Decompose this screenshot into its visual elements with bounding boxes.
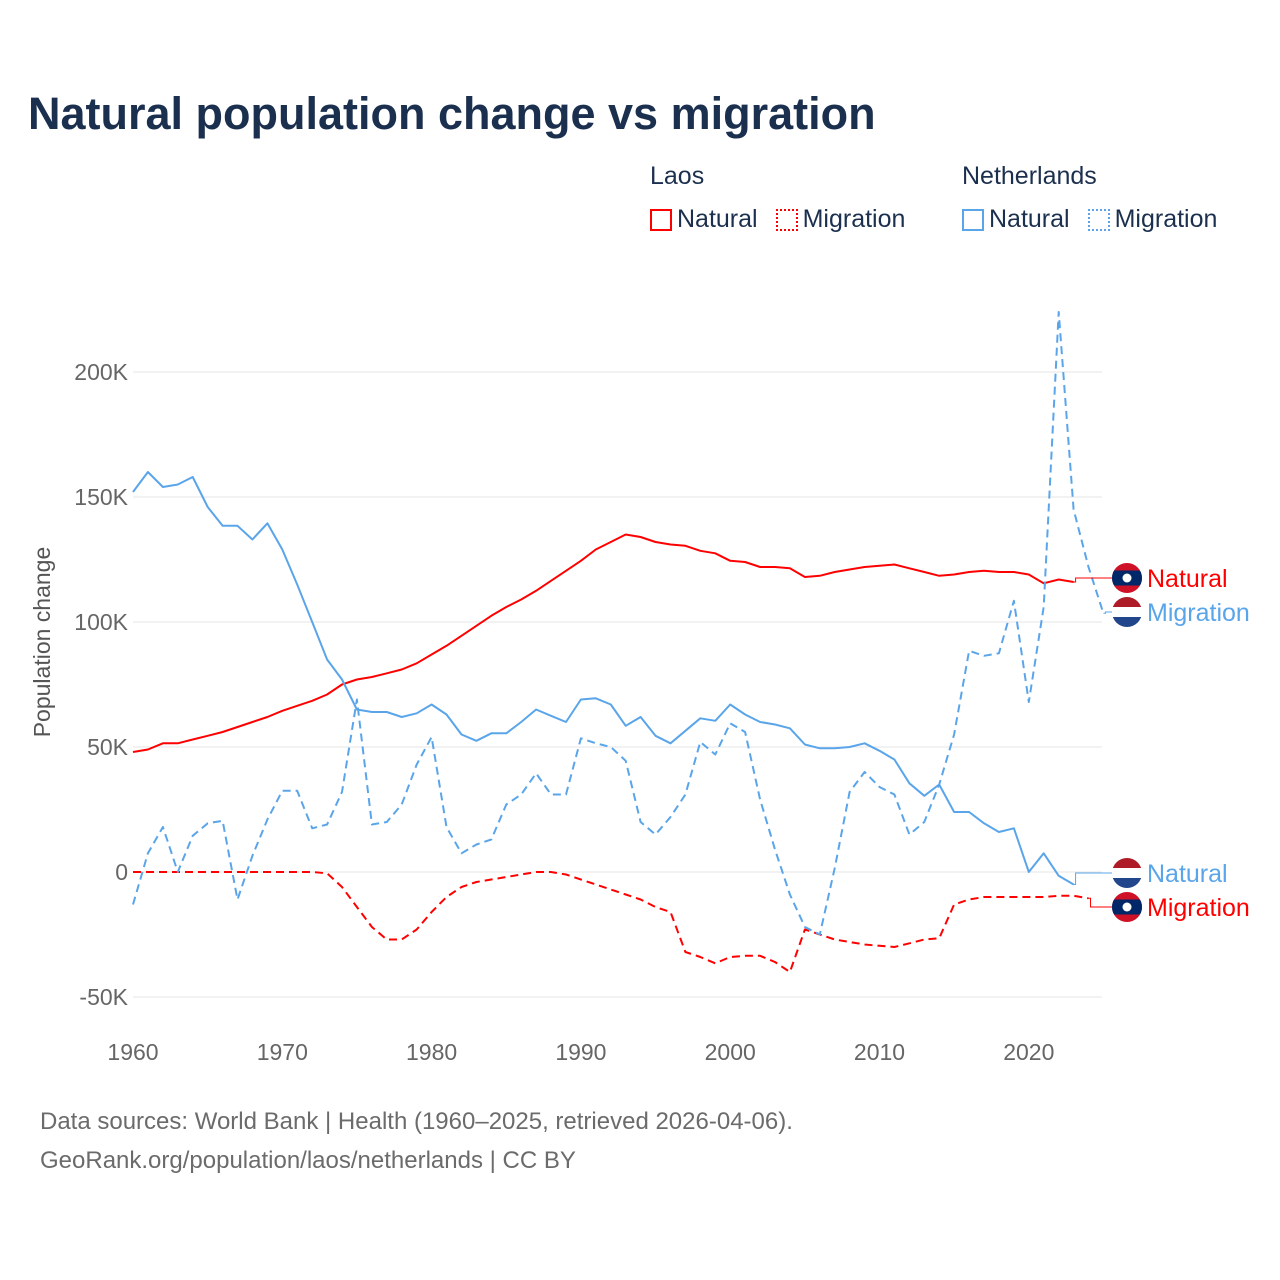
flag-stripe [1112,858,1142,868]
series-line-netherlands-natural [132,471,1075,886]
series-line-laos-natural [132,533,1074,753]
series-end-label: Migration [1147,894,1250,922]
y-tick-label: 150K [74,484,128,510]
dotted-swatch-icon [1087,208,1110,231]
netherlands-flag-icon [1112,858,1142,888]
x-tick-label: 1970 [257,1039,308,1065]
legend-group-title: Netherlands [962,162,1097,190]
legend-label: Natural [989,205,1070,233]
label-connector [1103,611,1112,614]
x-tick-label: 1990 [555,1039,606,1065]
series-end-label: Natural [1147,860,1228,888]
label-connector [1088,897,1112,908]
legend-label: Migration [1114,205,1218,233]
flag-stripe [1112,597,1142,607]
y-tick-label: 100K [74,609,128,635]
x-tick-label: 2010 [854,1039,905,1065]
dotted-swatch-icon [775,208,798,231]
chart-title: Natural population change vs migration [28,88,876,139]
legend-item-laos-migration[interactable]: Migration [775,205,906,234]
series-end-label: Natural [1147,565,1228,593]
flag-stripe [1112,607,1142,617]
series-line-laos-migration [133,871,1089,973]
legend-label: Natural [677,205,758,233]
legend-item-netherlands-migration[interactable]: Migration [1087,205,1218,234]
flag-disc [1122,573,1132,583]
flag-stripe [1112,617,1142,627]
laos-flag-icon [1112,563,1142,593]
flag-stripe [1112,878,1142,888]
y-axis-label: Population change [29,547,55,738]
series-line-netherlands-migration [132,311,1105,936]
x-tick-label: 1980 [406,1039,457,1065]
y-tick-label: 200K [74,359,128,385]
y-tick-label: 0 [115,859,128,885]
footer-sources: Data sources: World Bank | Health (1960–… [40,1108,793,1135]
netherlands-flag-icon [1112,597,1142,627]
legend-item-laos-natural[interactable]: Natural [650,205,758,234]
legend-group-laos: Laos Natural Migration [650,162,905,234]
solid-swatch-icon [962,208,984,231]
x-tick-label: 1960 [107,1039,158,1065]
legend-group-netherlands: Netherlands Natural Migration [962,162,1217,234]
x-tick-label: 2000 [705,1039,756,1065]
flag-disc [1122,902,1132,912]
label-connector [1073,872,1112,885]
footer-attribution[interactable]: GeoRank.org/population/laos/netherlands … [40,1147,576,1174]
label-connector [1073,577,1112,583]
legend-item-netherlands-natural[interactable]: Natural [962,205,1070,234]
legend-group-title: Laos [650,162,705,190]
solid-swatch-icon [650,208,672,231]
flag-stripe [1112,868,1142,878]
y-tick-label: -50K [79,984,128,1010]
legend-label: Migration [802,205,906,233]
laos-flag-icon [1112,892,1142,922]
y-tick-label: 50K [87,734,129,760]
series-end-label: Migration [1147,599,1250,627]
x-tick-label: 2020 [1003,1039,1054,1065]
